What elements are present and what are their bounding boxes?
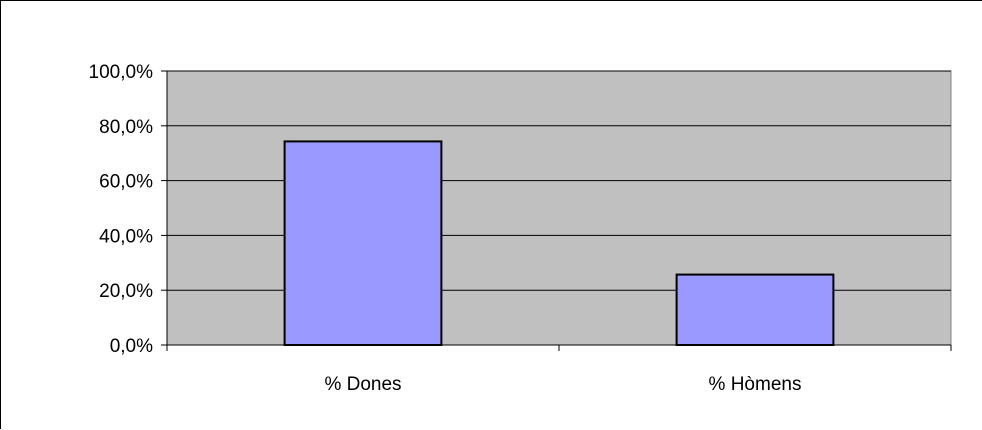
- x-axis: % Dones % Hòmens: [166, 344, 952, 395]
- y-tick-label: 100,0%: [89, 62, 154, 83]
- y-tick-label: 40,0%: [99, 226, 153, 247]
- y-tick-label: 0,0%: [110, 336, 153, 357]
- bar-2: [675, 273, 835, 346]
- y-tick-label: 60,0%: [99, 172, 153, 193]
- y-tick-label: 80,0%: [99, 117, 153, 138]
- bar-1: [283, 140, 443, 346]
- y-tick-label: 20,0%: [99, 281, 153, 302]
- x-tick-label: % Dones: [324, 374, 401, 395]
- y-axis: 0,0% 20,0% 40,0% 60,0% 80,0% 100,0%: [89, 62, 168, 357]
- x-tick-label: % Hòmens: [709, 374, 802, 395]
